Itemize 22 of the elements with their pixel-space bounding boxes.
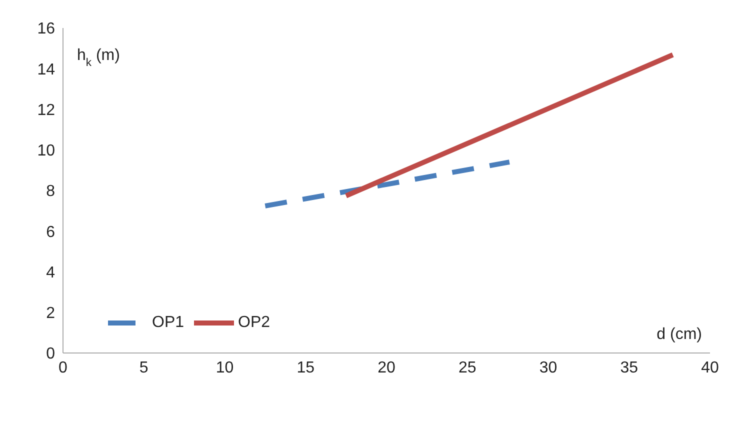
y-tick-label: 4 xyxy=(46,264,56,282)
legend-label: OP2 xyxy=(238,314,270,332)
x-tick-label: 20 xyxy=(378,359,396,376)
y-tick-label: 16 xyxy=(37,20,56,38)
x-tick-label: 0 xyxy=(58,359,68,376)
y-axis-title: h$_{k}$ (m) xyxy=(77,47,120,69)
x-axis-title: d (cm) xyxy=(656,326,702,343)
x-tick-label: 15 xyxy=(296,359,315,376)
x-tick-label: 10 xyxy=(216,359,234,376)
y-tick-label: 8 xyxy=(46,183,56,200)
x-tick-label: 30 xyxy=(539,359,558,376)
y-tick-label: 14 xyxy=(37,61,56,78)
x-tick-label: 40 xyxy=(701,359,719,376)
x-tick-label: 25 xyxy=(458,359,476,376)
y-tick-label: 10 xyxy=(37,142,56,160)
x-tick-label: 5 xyxy=(139,359,148,376)
legend-label: OP1 xyxy=(152,314,184,332)
y-tick-label: 6 xyxy=(46,224,56,241)
x-tick-label: 35 xyxy=(620,359,638,376)
y-tick-label: 0 xyxy=(46,346,56,363)
y-tick-label: 2 xyxy=(46,305,56,322)
y-tick-label: 12 xyxy=(37,102,56,119)
